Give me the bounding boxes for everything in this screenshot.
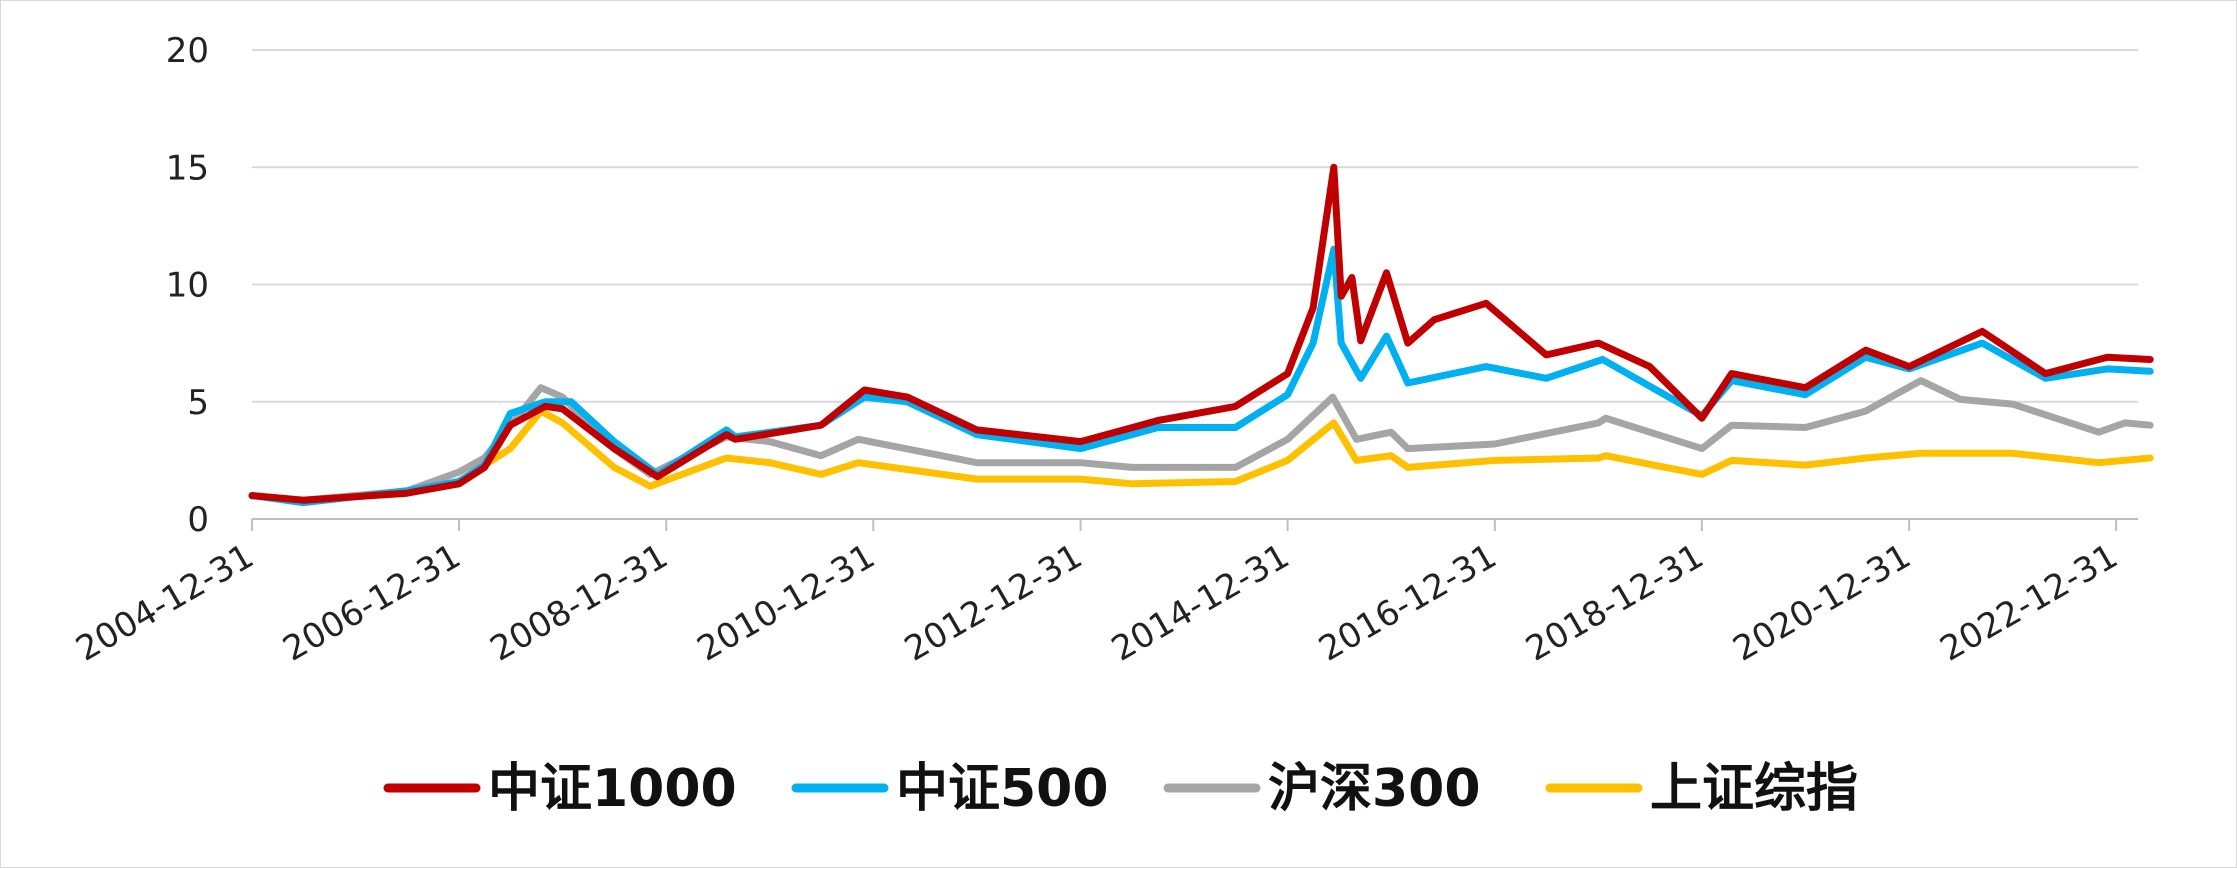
- series-line-3: [248, 407, 2154, 504]
- legend: 中证1000 中证500 沪深300 上证综指: [383, 759, 1858, 819]
- y-tick-label: 20: [166, 31, 209, 71]
- x-tick-label: 2008-12-31: [484, 536, 675, 669]
- y-tick-label: 10: [166, 266, 209, 306]
- x-tick-label: 2006-12-31: [276, 536, 467, 669]
- x-tick-label: 2022-12-31: [1934, 536, 2125, 669]
- x-tick-label: 2012-12-31: [898, 536, 1089, 669]
- legend-label: 沪深300: [1268, 759, 1481, 819]
- legend-label: 中证1000: [488, 759, 737, 819]
- y-tick-label: 15: [166, 148, 209, 188]
- y-tick-label: 5: [187, 383, 209, 423]
- legend-label: 中证500: [896, 759, 1109, 819]
- series-line-1: [248, 245, 2154, 507]
- series-line-2: [248, 377, 2154, 504]
- x-tick-label: 2018-12-31: [1519, 536, 1710, 669]
- x-tick-label: 2016-12-31: [1312, 536, 1503, 669]
- y-tick-label: 0: [187, 500, 209, 540]
- x-tick-label: 2014-12-31: [1105, 536, 1296, 669]
- series-lines: [248, 163, 2154, 507]
- legend-label: 上证综指: [1650, 759, 1858, 819]
- gridlines: [252, 49, 2138, 403]
- series-line-0: [248, 163, 2154, 504]
- x-tick-label: 2004-12-31: [69, 536, 260, 669]
- x-tick-label: 2020-12-31: [1727, 536, 1918, 669]
- x-tick-label: 2010-12-31: [691, 536, 882, 669]
